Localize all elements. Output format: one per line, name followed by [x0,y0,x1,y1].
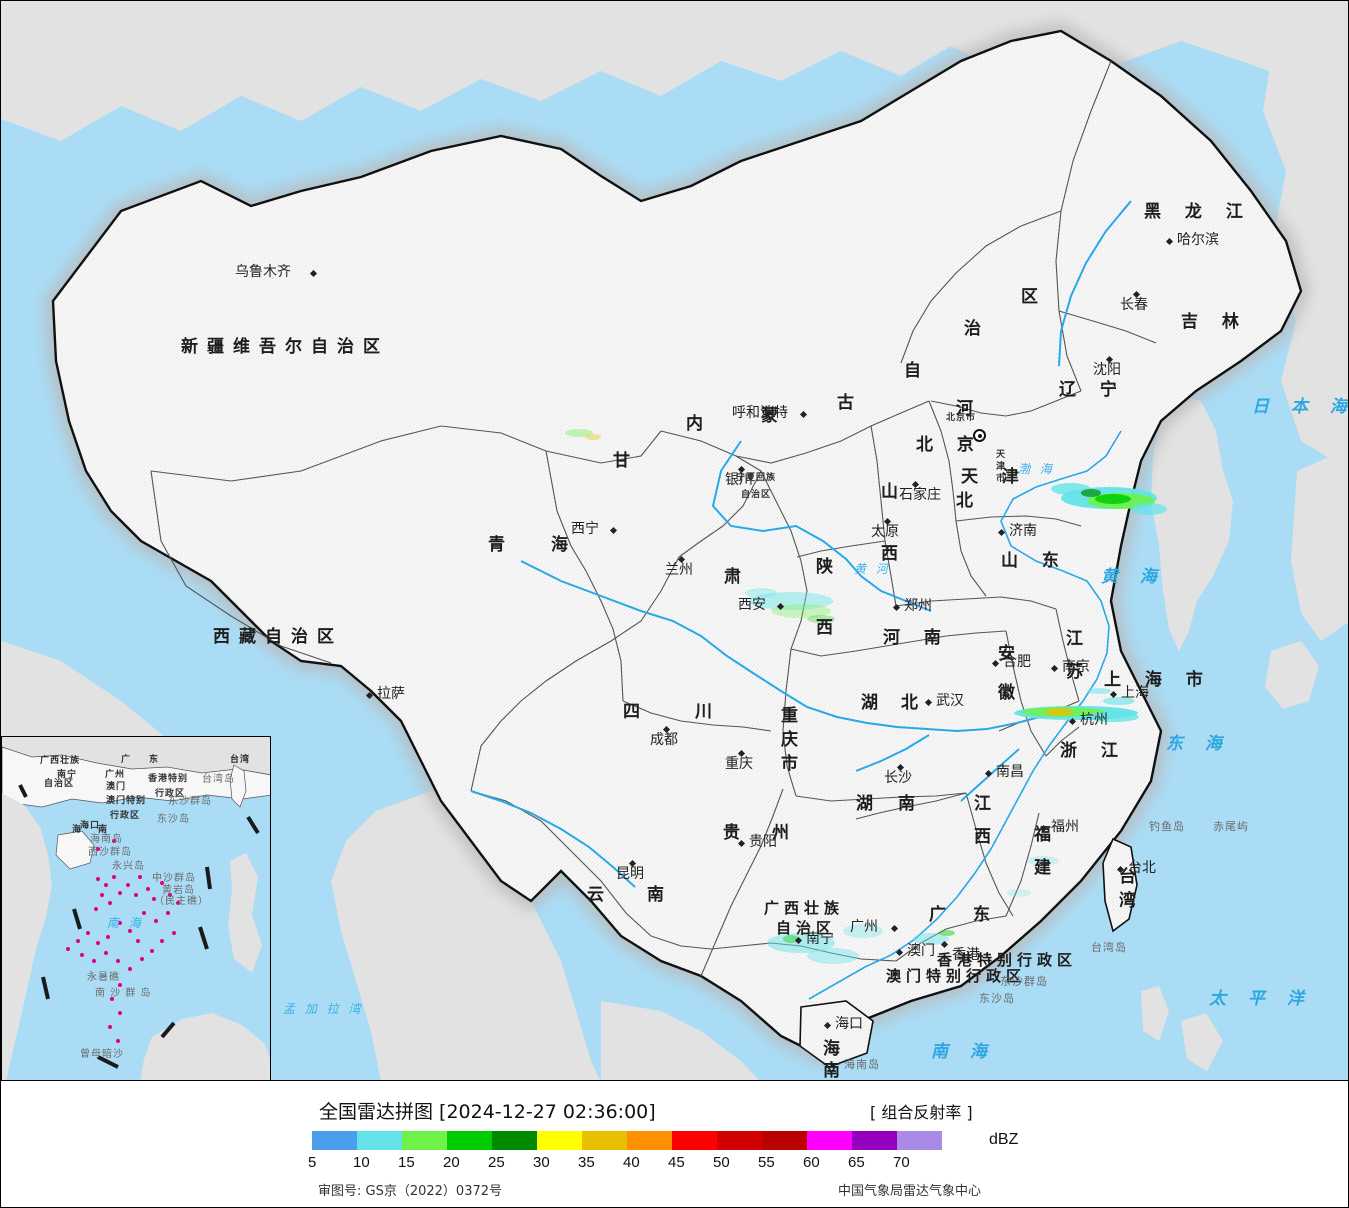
colorbar-tick: 30 [533,1154,550,1171]
colorbar-swatch[interactable] [897,1131,942,1150]
dbz-colorbar[interactable] [312,1131,942,1150]
approval-number: 审图号: GS京（2022）0372号 [318,1184,503,1199]
colorbar-tick: 70 [893,1154,910,1171]
colorbar-swatch[interactable] [492,1131,537,1150]
echo-shandong [1051,483,1167,515]
colorbar-tick: 35 [578,1154,595,1171]
capital-marker-beijing [973,429,986,442]
colorbar-swatch[interactable] [582,1131,627,1150]
colorbar-tick: 60 [803,1154,820,1171]
dbz-unit-label: dBZ [989,1131,1019,1148]
colorbar-tick: 40 [623,1154,640,1171]
map-canvas[interactable]: 新疆维吾尔自治区 西藏自治区青海甘肃内蒙古自治区黑 龙 江吉 林辽 宁河北山西陕西… [0,0,1349,1081]
colorbar-swatch[interactable] [852,1131,897,1150]
colorbar-tick: 45 [668,1154,685,1171]
colorbar-swatch[interactable] [447,1131,492,1150]
colorbar-swatch[interactable] [627,1131,672,1150]
colorbar-tick: 50 [713,1154,730,1171]
echo-hangzhou [1014,688,1139,722]
colorbar-tick: 5 [308,1154,317,1171]
colorbar-tick: 55 [758,1154,775,1171]
south-china-sea-inset[interactable]: 广西壮族 自治区广东澳门 香港特别 行政区 澳门特别 行政区 台湾 台湾岛 东沙群岛 东沙岛 南宁广… [1,736,271,1080]
echo-guangxi [767,924,883,964]
source-credit: 中国气象局雷达气象中心 [838,1184,982,1199]
colorbar-tick: 10 [353,1154,370,1171]
colorbar-swatch[interactable] [672,1131,717,1150]
inset-vector-layer [2,737,270,1080]
colorbar-swatch[interactable] [717,1131,762,1150]
echo-xian [745,588,835,623]
colorbar-swatch[interactable] [762,1131,807,1150]
radar-echo-layer [565,429,1167,964]
taiwan-island [1102,837,1138,933]
rivers [470,200,1132,888]
hainan-island [799,1000,874,1068]
echo-gansu [565,429,601,440]
dbz-tick-labels: 5 10 15 20 25 30 35 40 45 50 55 60 65 70 [308,1154,1052,1172]
colorbar-swatch[interactable] [312,1131,357,1150]
province-boundaries [150,60,1157,977]
legend-title: 全国雷达拼图 [2024-12-27 02:36:00] [319,1101,656,1123]
colorbar-tick: 20 [443,1154,460,1171]
colorbar-swatch[interactable] [402,1131,447,1150]
echo-se-coast [1007,856,1059,897]
colorbar-swatch[interactable] [357,1131,402,1150]
legend-mode: [ 组合反射率 ] [870,1103,973,1122]
colorbar-swatch[interactable] [807,1131,852,1150]
colorbar-tick: 15 [398,1154,415,1171]
china-landmass [51,29,1303,1058]
colorbar-tick: 25 [488,1154,505,1171]
echo-prd [913,930,955,945]
colorbar-tick: 65 [848,1154,865,1171]
colorbar-swatch[interactable] [537,1131,582,1150]
